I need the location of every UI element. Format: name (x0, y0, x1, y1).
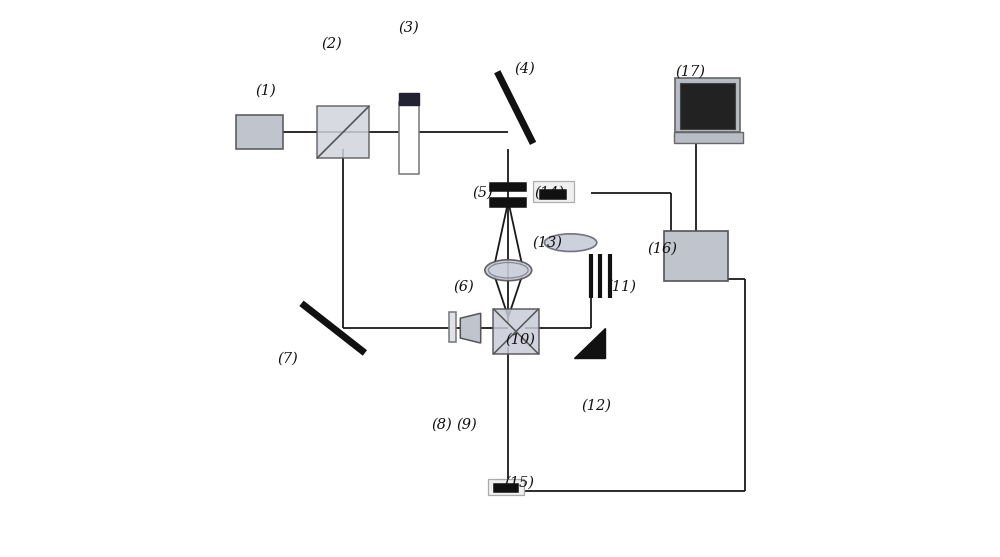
Text: (7): (7) (277, 351, 298, 365)
Bar (399, 102, 419, 174)
Ellipse shape (544, 234, 597, 251)
Bar (675, 79, 740, 133)
Text: (16): (16) (648, 241, 678, 255)
Bar (674, 133, 743, 143)
Ellipse shape (485, 260, 532, 281)
Bar (317, 106, 369, 158)
Text: (11): (11) (606, 280, 636, 294)
Text: (1): (1) (255, 84, 276, 98)
Text: (14): (14) (535, 186, 565, 200)
Text: (8): (8) (432, 418, 452, 432)
Text: (5): (5) (472, 186, 493, 200)
Bar (236, 115, 283, 149)
Text: (17): (17) (675, 65, 705, 79)
Text: (9): (9) (457, 418, 477, 432)
Bar (533, 182, 574, 202)
Bar (399, 92, 419, 105)
Bar (490, 183, 526, 192)
Text: (2): (2) (321, 37, 342, 51)
Bar (664, 231, 728, 281)
Bar (493, 309, 539, 354)
Polygon shape (574, 328, 605, 359)
Text: (12): (12) (582, 398, 612, 412)
Bar (490, 198, 526, 207)
Polygon shape (460, 313, 481, 343)
Text: (4): (4) (514, 62, 535, 76)
Bar (488, 479, 524, 495)
Text: (13): (13) (532, 236, 562, 250)
Bar (494, 484, 518, 492)
Bar (680, 84, 735, 129)
Text: (3): (3) (399, 21, 419, 35)
Text: (10): (10) (505, 332, 535, 346)
Text: (15): (15) (504, 476, 534, 490)
Text: (6): (6) (454, 280, 475, 294)
Bar (449, 311, 456, 342)
Bar (540, 190, 566, 199)
